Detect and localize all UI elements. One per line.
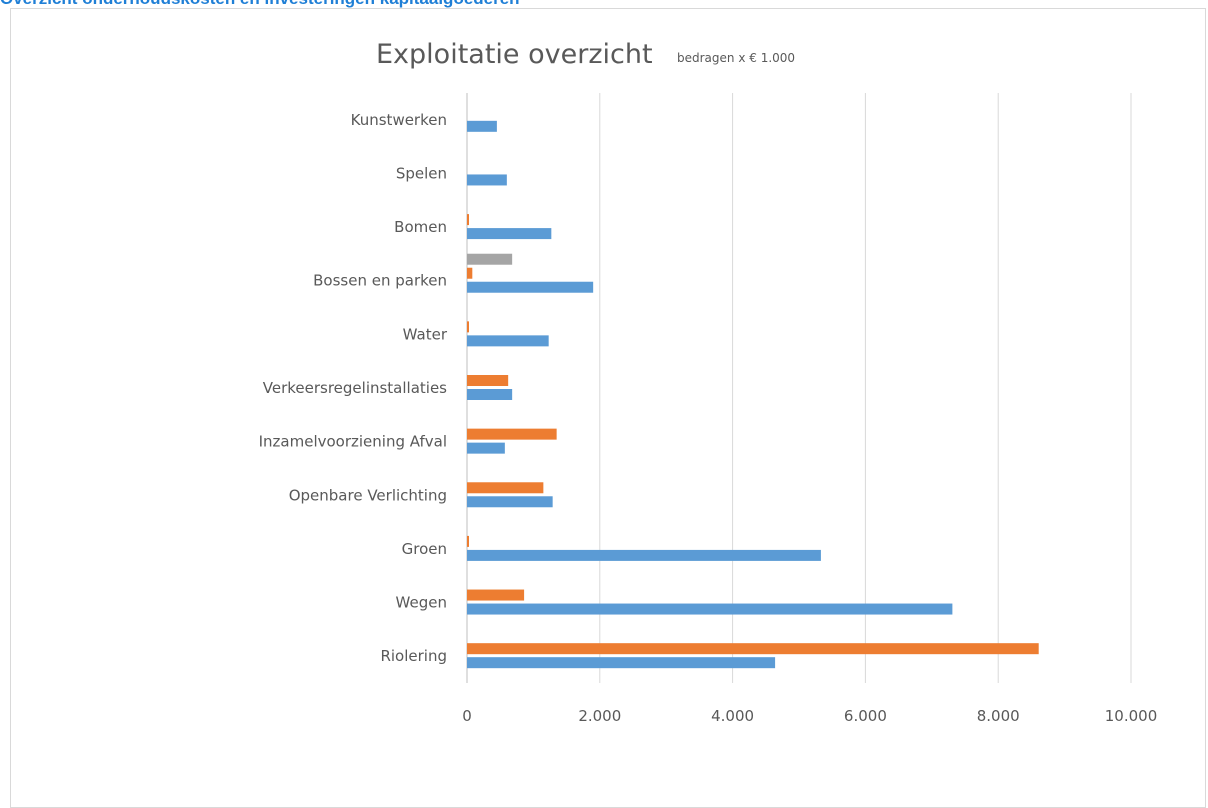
x-tick-label: 0 (462, 707, 472, 725)
bars (467, 120, 1039, 669)
category-label: Riolering (380, 647, 447, 665)
chart-frame (10, 8, 1206, 808)
chart-title: Exploitatie overzicht (376, 39, 653, 70)
category-label: Inzamelvoorziening Afval (259, 433, 447, 451)
bar-series-2 (467, 428, 557, 440)
page-heading: Overzicht onderhoudskosten en investerin… (0, 0, 520, 9)
bar-series-2 (467, 643, 1039, 655)
bar-series-2 (467, 321, 469, 333)
bar-series-2 (467, 214, 469, 226)
x-tick-label: 10.000 (1105, 707, 1158, 725)
category-label: Spelen (396, 164, 447, 182)
x-tick-label: 2.000 (578, 707, 621, 725)
bar-series-1 (467, 120, 497, 132)
x-tick-label: 6.000 (844, 707, 887, 725)
category-label: Bomen (394, 218, 447, 236)
bar-series-1 (467, 442, 505, 454)
bar-series-2 (467, 267, 473, 279)
category-label: Openbare Verlichting (289, 486, 447, 504)
bar-series-1 (467, 389, 513, 400)
bar-series-1 (467, 174, 507, 186)
x-tick-label: 4.000 (711, 707, 754, 725)
chart-subtitle: bedragen x € 1.000 (677, 51, 795, 65)
bar-series-1 (467, 549, 821, 561)
category-label: Verkeersregelinstallaties (263, 379, 447, 397)
bar-series-2 (467, 589, 525, 601)
x-tick-label: 8.000 (977, 707, 1020, 725)
bar-series-2 (467, 375, 509, 386)
bar-series-3 (467, 253, 513, 265)
bar-series-1 (467, 603, 953, 615)
x-tick-labels: 0 2.000 4.000 6.000 8.000 10.000 (462, 707, 1157, 725)
category-label: Wegen (396, 594, 447, 612)
bar-series-1 (467, 228, 552, 240)
category-labels: Kunstwerken Spelen Bomen Bossen en parken Wa… (259, 111, 448, 665)
bar-series-2 (467, 535, 469, 547)
category-label: Kunstwerken (351, 111, 447, 129)
category-label: Groen (402, 540, 447, 558)
bar-series-1 (467, 496, 553, 508)
bar-series-2 (467, 482, 544, 494)
category-label: Bossen en parken (313, 272, 447, 290)
bar-series-1 (467, 657, 776, 669)
category-label: Water (403, 325, 448, 343)
bar-series-1 (467, 335, 549, 347)
gridlines (466, 93, 1132, 683)
bar-series-1 (467, 281, 594, 293)
